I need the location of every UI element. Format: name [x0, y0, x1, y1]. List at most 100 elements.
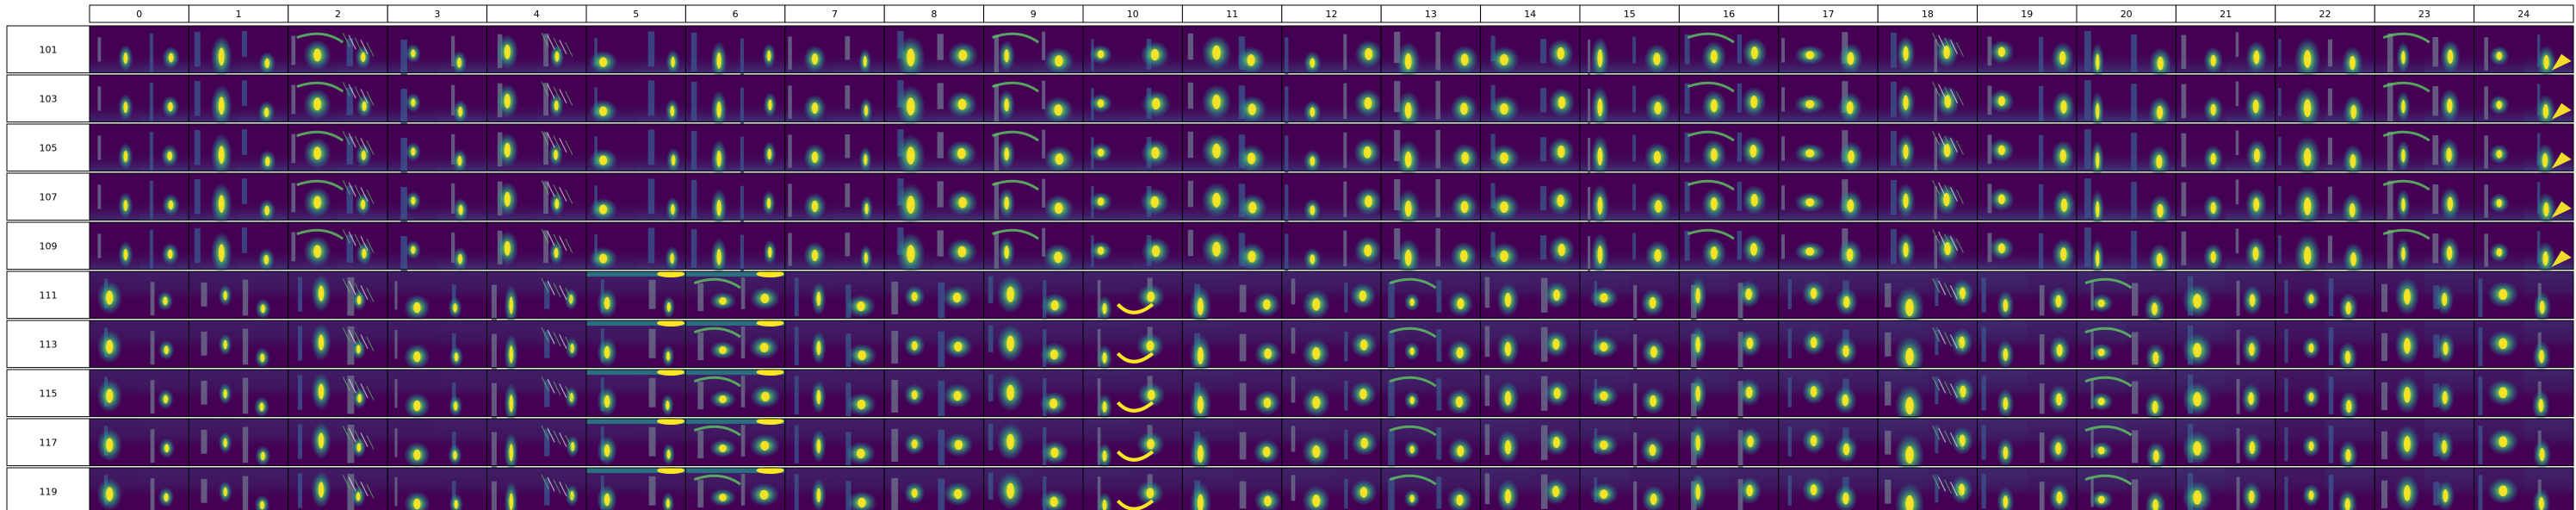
column-label: 1 [236, 9, 242, 20]
thumbnail-cell [1778, 320, 1879, 369]
thumbnail-cell [1082, 25, 1183, 74]
column-label: 22 [2319, 9, 2331, 20]
thumbnail-cell [288, 25, 388, 74]
thumbnail-cell [2374, 25, 2475, 74]
thumbnail-cell [1877, 25, 1978, 74]
thumbnail-cell [1281, 172, 1383, 222]
thumbnail-cell [1380, 123, 1482, 179]
thumbnail-cell [1480, 25, 1581, 74]
thumbnail-cell [883, 123, 985, 177]
thumbnail-cell [684, 467, 786, 510]
thumbnail-cell [585, 172, 686, 222]
thumbnail-cell [486, 221, 587, 271]
thumbnail-cell [2275, 369, 2375, 422]
thumbnail-cell [784, 467, 885, 510]
column-label: 24 [2517, 9, 2530, 20]
thumbnail-cell [883, 271, 985, 320]
thumbnail-cell [1579, 369, 1680, 420]
thumbnail-cell [188, 369, 289, 418]
thumbnail-cell [1281, 25, 1383, 75]
row-label-cell [6, 467, 90, 510]
column-label: 2 [335, 9, 341, 20]
thumbnail-cell [1877, 74, 1978, 123]
thumbnail-cell [585, 418, 686, 467]
thumbnail-cell [2275, 123, 2375, 179]
thumbnail-cell [684, 74, 786, 129]
thumbnail-cell [2374, 74, 2475, 123]
thumbnail-cell [1977, 320, 2078, 370]
column-label: 10 [1127, 9, 1139, 20]
thumbnail-cell [1877, 221, 1978, 271]
thumbnail-cell [2374, 467, 2475, 510]
thumbnail-cell [387, 221, 488, 277]
thumbnail-cell [2374, 221, 2475, 271]
thumbnail-cell [2175, 369, 2276, 418]
thumbnail-cell [1082, 123, 1183, 172]
thumbnail-cell [1181, 467, 1283, 510]
thumbnail-cell [89, 467, 189, 510]
thumbnail-cell [1778, 369, 1879, 418]
thumbnail-cell [1579, 172, 1680, 227]
thumbnail-cell [1977, 467, 2078, 510]
row-label: 113 [40, 339, 58, 350]
thumbnail-cell [2076, 74, 2177, 131]
thumbnail-cell [387, 74, 488, 129]
thumbnail-cell [2175, 74, 2276, 124]
thumbnail-cell [1281, 221, 1382, 271]
row-label-cell [6, 172, 90, 221]
thumbnail-cell [188, 172, 289, 226]
thumbnail-cell [288, 418, 388, 467]
thumbnail-cell [1678, 369, 1780, 421]
thumbnail-cell [2175, 320, 2276, 369]
thumbnail-cell [784, 74, 885, 124]
thumbnail-cell [1977, 418, 2078, 468]
column-label: 23 [2418, 9, 2430, 20]
column-label: 20 [2121, 9, 2133, 20]
thumbnail-cell [2076, 123, 2177, 180]
thumbnail-cell [1678, 172, 1780, 221]
thumbnail-cell [2474, 74, 2574, 128]
thumbnail-cell [288, 74, 388, 123]
thumbnail-cell [983, 369, 1084, 418]
column-label: 8 [931, 9, 937, 20]
thumbnail-cell [387, 123, 488, 178]
thumbnail-cell [1181, 369, 1283, 426]
thumbnail-cell [2275, 25, 2375, 81]
thumbnail-cell [2175, 172, 2276, 222]
thumbnail-cell [1579, 74, 1680, 129]
column-label: 16 [1723, 9, 1735, 20]
thumbnail-cell [188, 123, 289, 177]
thumbnail-cell [288, 172, 388, 221]
thumbnail-cell [1480, 172, 1581, 221]
row-label-cell [6, 369, 90, 418]
thumbnail-cell [1877, 467, 1978, 510]
thumbnail-cell [387, 467, 488, 510]
thumbnail-cell [486, 25, 587, 74]
thumbnail-cell [1877, 172, 1978, 221]
thumbnail-cell [1778, 271, 1879, 320]
row-label: 117 [40, 437, 58, 448]
thumbnail-cell [585, 25, 686, 75]
thumbnail-cell [486, 320, 587, 376]
thumbnail-cell [1977, 172, 2078, 221]
thumbnail-cell [684, 369, 786, 418]
thumbnail-cell [1380, 74, 1482, 130]
thumbnail-cell [983, 25, 1084, 75]
thumbnail-cell [1678, 271, 1780, 323]
thumbnail-cell [1977, 74, 2078, 123]
column-label: 19 [2021, 9, 2033, 20]
thumbnail-cell [1281, 271, 1382, 320]
thumbnail-cell [1977, 221, 2078, 271]
thumbnail-cell [684, 221, 786, 277]
thumbnail-cell [2275, 467, 2375, 510]
thumbnail-cell [89, 74, 189, 123]
thumbnail-cell [2474, 25, 2574, 79]
thumbnail-cell [2374, 320, 2475, 369]
thumbnail-cell [1579, 221, 1680, 277]
row-label: 101 [40, 44, 58, 55]
thumbnail-cell [1082, 221, 1183, 271]
thumbnail-cell [89, 320, 189, 369]
thumbnail-cell [1380, 25, 1482, 81]
thumbnail-cell [486, 74, 587, 123]
